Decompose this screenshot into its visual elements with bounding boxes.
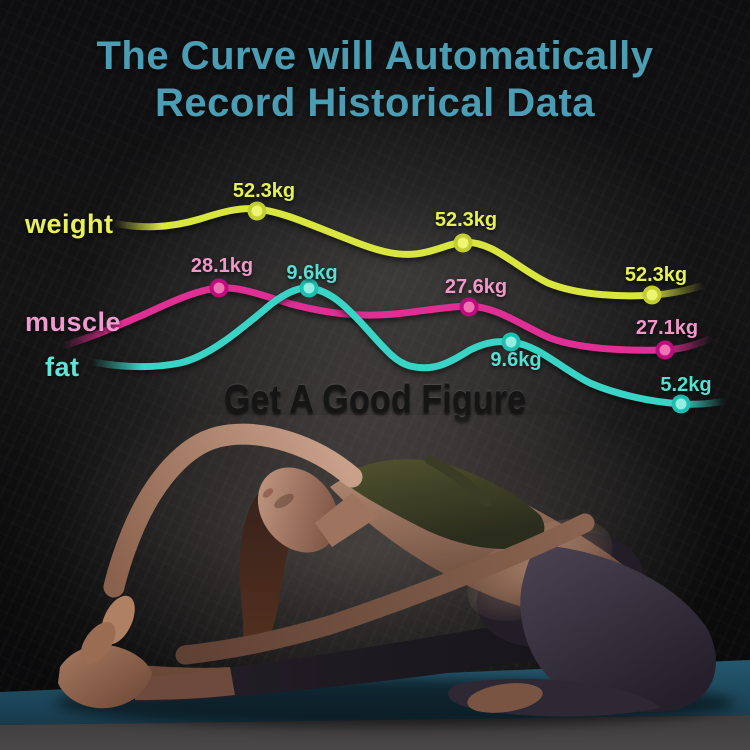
muscle-curve xyxy=(58,278,716,360)
fat-point-3-label: 5.2kg xyxy=(660,374,712,396)
fat-point-2-label: 9.6kg xyxy=(490,349,542,371)
weight-point-1-label: 52.3kg xyxy=(232,180,296,202)
legend-fat: fat xyxy=(45,352,80,382)
legend-muscle: muscle xyxy=(25,307,122,337)
muscle-point-1-label: 28.1kg xyxy=(190,255,254,277)
page-title: The Curve will Automatically Record Hist… xyxy=(0,33,750,127)
weight-point-2-label: 52.3kg xyxy=(434,209,498,231)
legend-weight: weight xyxy=(25,209,114,239)
muscle-point-2-label: 27.6kg xyxy=(444,276,508,298)
yoga-photo xyxy=(0,415,750,750)
title-line-1: The Curve will Automatically xyxy=(96,34,654,78)
muscle-point-3-label: 27.1kg xyxy=(635,317,699,339)
fat-point-1-label: 9.6kg xyxy=(286,262,338,284)
title-line-2: Record Historical Data xyxy=(154,81,596,125)
yoga-figure xyxy=(58,423,716,717)
weight-curve xyxy=(110,201,708,305)
fat-curve xyxy=(88,278,729,414)
weight-point-3-label: 52.3kg xyxy=(624,264,688,286)
